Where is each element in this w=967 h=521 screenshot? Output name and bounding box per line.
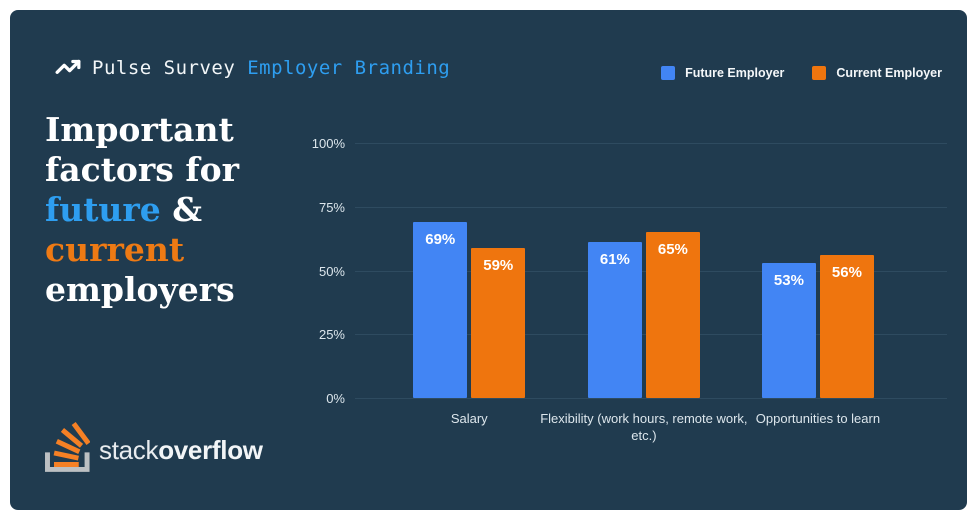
legend-swatch — [812, 66, 827, 80]
headline-segment: Important factors for — [45, 110, 239, 189]
legend-item: Future Employer — [661, 66, 784, 80]
logo-text-overflow: overflow — [158, 435, 263, 465]
bar-future-employer: 53% — [761, 262, 816, 398]
legend: Future Employer Current Employer — [661, 66, 942, 80]
y-axis: 0% 25% 50% 75% 100% — [275, 136, 345, 406]
bar-future-employer: 61% — [587, 242, 642, 398]
bar-group: 61% 65% — [587, 232, 700, 398]
x-axis: Salary Flexibility (work hours, remote wo… — [355, 410, 947, 450]
headline-segment: & — [160, 190, 203, 229]
bar-current-employer: 56% — [819, 255, 874, 398]
y-axis-tick-label: 50% — [318, 263, 345, 279]
bar-group: 69% 59% — [413, 222, 526, 398]
header: Pulse Survey Employer Branding — [55, 55, 450, 81]
stackoverflow-icon — [45, 422, 91, 479]
bar-value-label: 61% — [599, 251, 630, 269]
gridline — [355, 398, 947, 399]
bar-current-employer: 59% — [471, 247, 526, 398]
bar-value-label: 59% — [483, 256, 514, 274]
headline-segment: employers — [45, 270, 235, 309]
bar-group: 53% 56% — [761, 255, 874, 398]
legend-swatch — [661, 66, 676, 80]
x-axis-label: Opportunities to learn — [755, 411, 881, 426]
bar-value-label: 65% — [657, 241, 688, 259]
bar-value-label: 56% — [831, 264, 862, 282]
y-axis-tick-label: 100% — [311, 136, 345, 151]
infographic-card: Pulse Survey Employer Branding Future Em… — [10, 10, 967, 510]
legend-item: Current Employer — [812, 66, 942, 80]
logo-text: stackoverflow — [99, 435, 263, 466]
gridline — [355, 143, 947, 144]
bar-value-label: 69% — [425, 231, 456, 249]
trending-up-icon — [55, 55, 81, 81]
y-axis-tick-label: 25% — [318, 327, 345, 343]
bar-future-employer: 69% — [413, 222, 468, 398]
page-title: Important factors for future & current e… — [45, 110, 295, 310]
legend-label: Current Employer — [836, 66, 942, 80]
logo-text-stack: stack — [99, 435, 159, 465]
gridline — [355, 206, 947, 208]
bar-value-label: 53% — [773, 271, 804, 289]
y-axis-tick-label: 0% — [326, 391, 345, 406]
x-axis-label: Salary — [450, 411, 488, 426]
header-title-primary: Pulse Survey — [92, 57, 236, 79]
bar-current-employer: 65% — [645, 232, 700, 398]
headline-segment: future — [45, 190, 161, 229]
x-axis-label: Flexibility (work hours, remote work, et… — [540, 411, 748, 443]
plot-area: 69% 59% 61% 65% 53% 56% — [355, 143, 947, 399]
legend-label: Future Employer — [685, 66, 785, 80]
header-title-secondary: Employer Branding — [247, 57, 451, 79]
headline-segment: current — [45, 230, 185, 269]
y-axis-tick-label: 75% — [318, 199, 345, 215]
logo: stackoverflow — [45, 422, 263, 479]
